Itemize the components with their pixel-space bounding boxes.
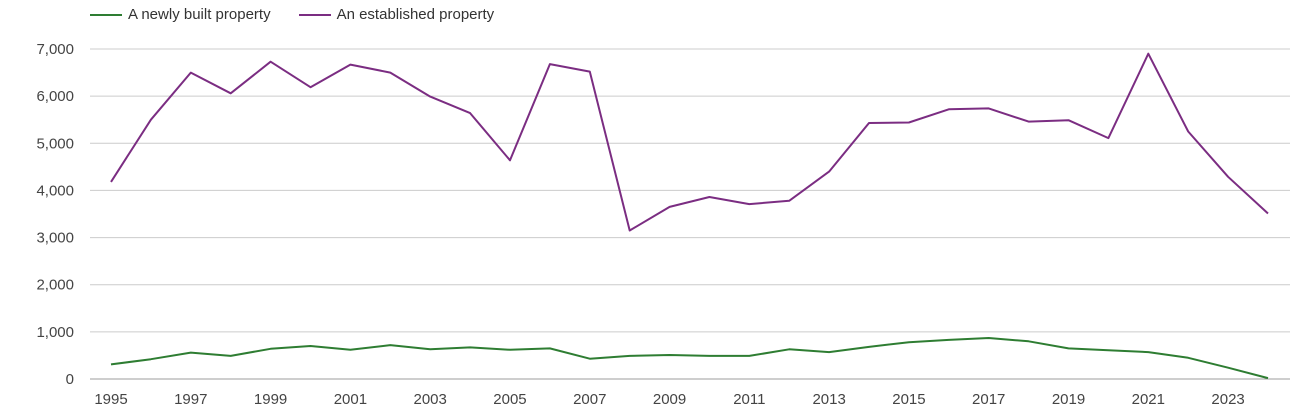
x-tick-label: 2017 xyxy=(972,391,1005,408)
legend-item-established: An established property xyxy=(298,6,495,23)
x-tick-label: 2015 xyxy=(892,391,925,408)
x-tick-label: 1997 xyxy=(174,391,207,408)
y-tick-label: 3,000 xyxy=(36,230,74,247)
x-tick-label: 2021 xyxy=(1132,391,1165,408)
y-tick-label: 1,000 xyxy=(36,324,74,341)
x-tick-label: 2009 xyxy=(653,391,686,408)
x-tick-label: 2005 xyxy=(493,391,526,408)
chart-legend: A newly built property An established pr… xyxy=(90,6,522,23)
legend-label-established: An established property xyxy=(336,6,495,23)
y-tick-label: 2,000 xyxy=(36,277,74,294)
x-tick-label: 2001 xyxy=(334,391,367,408)
x-tick-label: 2003 xyxy=(413,391,446,408)
y-tick-label: 5,000 xyxy=(36,135,74,152)
x-tick-label: 2023 xyxy=(1211,391,1244,408)
x-tick-label: 1995 xyxy=(94,391,127,408)
x-tick-label: 2011 xyxy=(733,391,765,408)
y-tick-label: 0 xyxy=(66,371,74,388)
x-tick-label: 2013 xyxy=(812,391,845,408)
series-line-established xyxy=(110,52,1269,232)
y-tick-label: 4,000 xyxy=(36,182,74,199)
series-line-new-build xyxy=(110,337,1269,380)
legend-swatch-established xyxy=(298,13,331,16)
y-tick-label: 7,000 xyxy=(36,41,74,58)
x-tick-label: 2019 xyxy=(1052,391,1085,408)
legend-label-new-build: A newly built property xyxy=(128,6,271,23)
x-tick-label: 2007 xyxy=(573,391,606,408)
legend-item-new-build: A newly built property xyxy=(90,6,271,23)
x-tick-label: 1999 xyxy=(254,391,287,408)
y-tick-label: 6,000 xyxy=(36,88,74,105)
legend-swatch-new-build xyxy=(90,13,122,16)
